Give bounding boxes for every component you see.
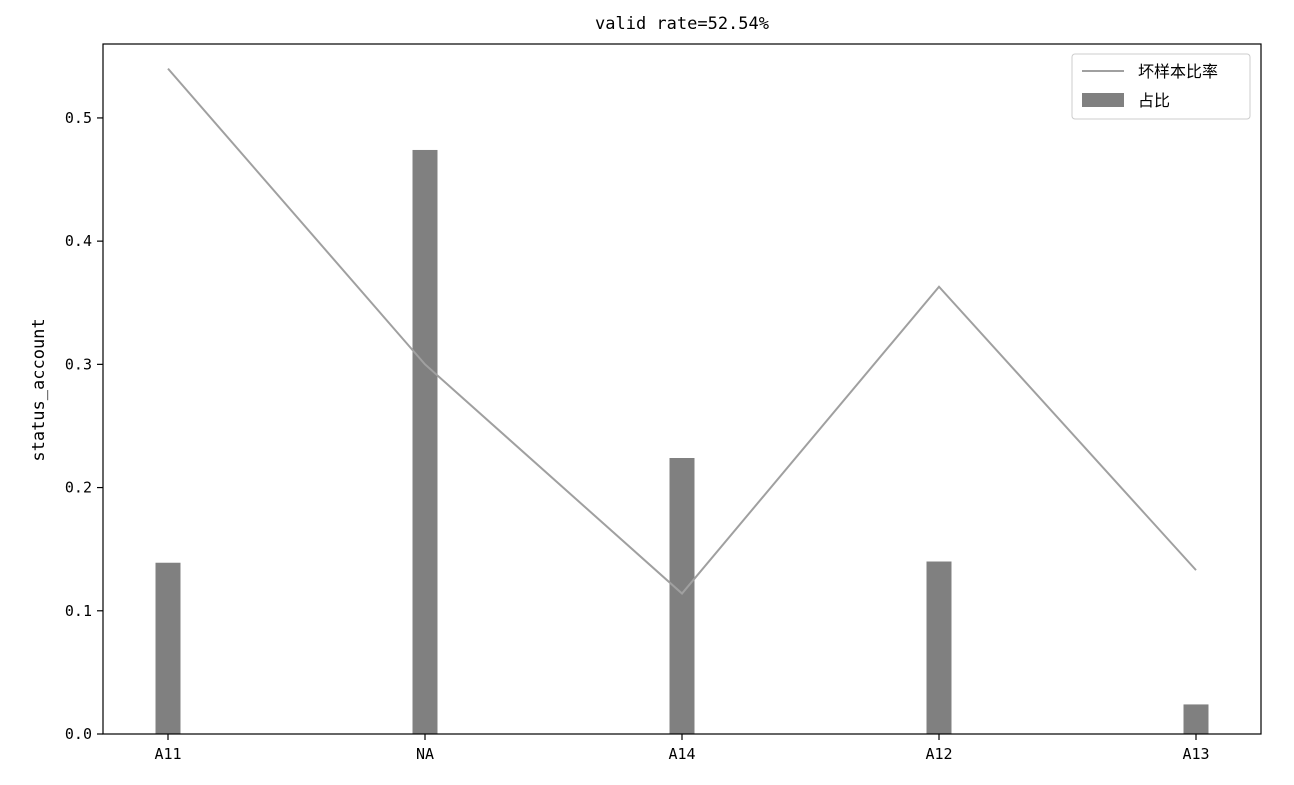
bar-na xyxy=(413,150,438,734)
y-tick-label: 0.1 xyxy=(65,602,92,620)
y-tick-label: 0.5 xyxy=(65,109,92,127)
bar-a14 xyxy=(670,458,695,734)
y-axis-ticks: 0.0 0.1 0.2 0.3 0.4 0.5 xyxy=(65,109,103,743)
y-tick-label: 0.0 xyxy=(65,725,92,743)
x-tick-label: A11 xyxy=(154,745,181,763)
bar-a11 xyxy=(156,563,181,734)
x-tick-label: NA xyxy=(416,745,434,763)
bars-layer xyxy=(156,150,1209,734)
chart-title: valid rate=52.54% xyxy=(595,14,769,34)
legend-label-bar: 占比 xyxy=(1138,91,1170,110)
bar-a12 xyxy=(927,562,952,735)
legend-label-line: 坏样本比率 xyxy=(1138,62,1218,81)
y-axis-label: status_account xyxy=(29,318,49,461)
y-tick-label: 0.4 xyxy=(65,232,92,250)
legend: 坏样本比率 占比 xyxy=(1072,54,1250,119)
x-tick-label: A13 xyxy=(1182,745,1209,763)
legend-bar-swatch xyxy=(1082,93,1124,107)
x-tick-label: A14 xyxy=(668,745,695,763)
y-tick-label: 0.2 xyxy=(65,479,92,497)
x-axis-ticks: A11 NA A14 A12 A13 xyxy=(154,734,1209,763)
x-tick-label: A12 xyxy=(925,745,952,763)
y-tick-label: 0.3 xyxy=(65,355,92,373)
bar-a13 xyxy=(1184,704,1209,734)
